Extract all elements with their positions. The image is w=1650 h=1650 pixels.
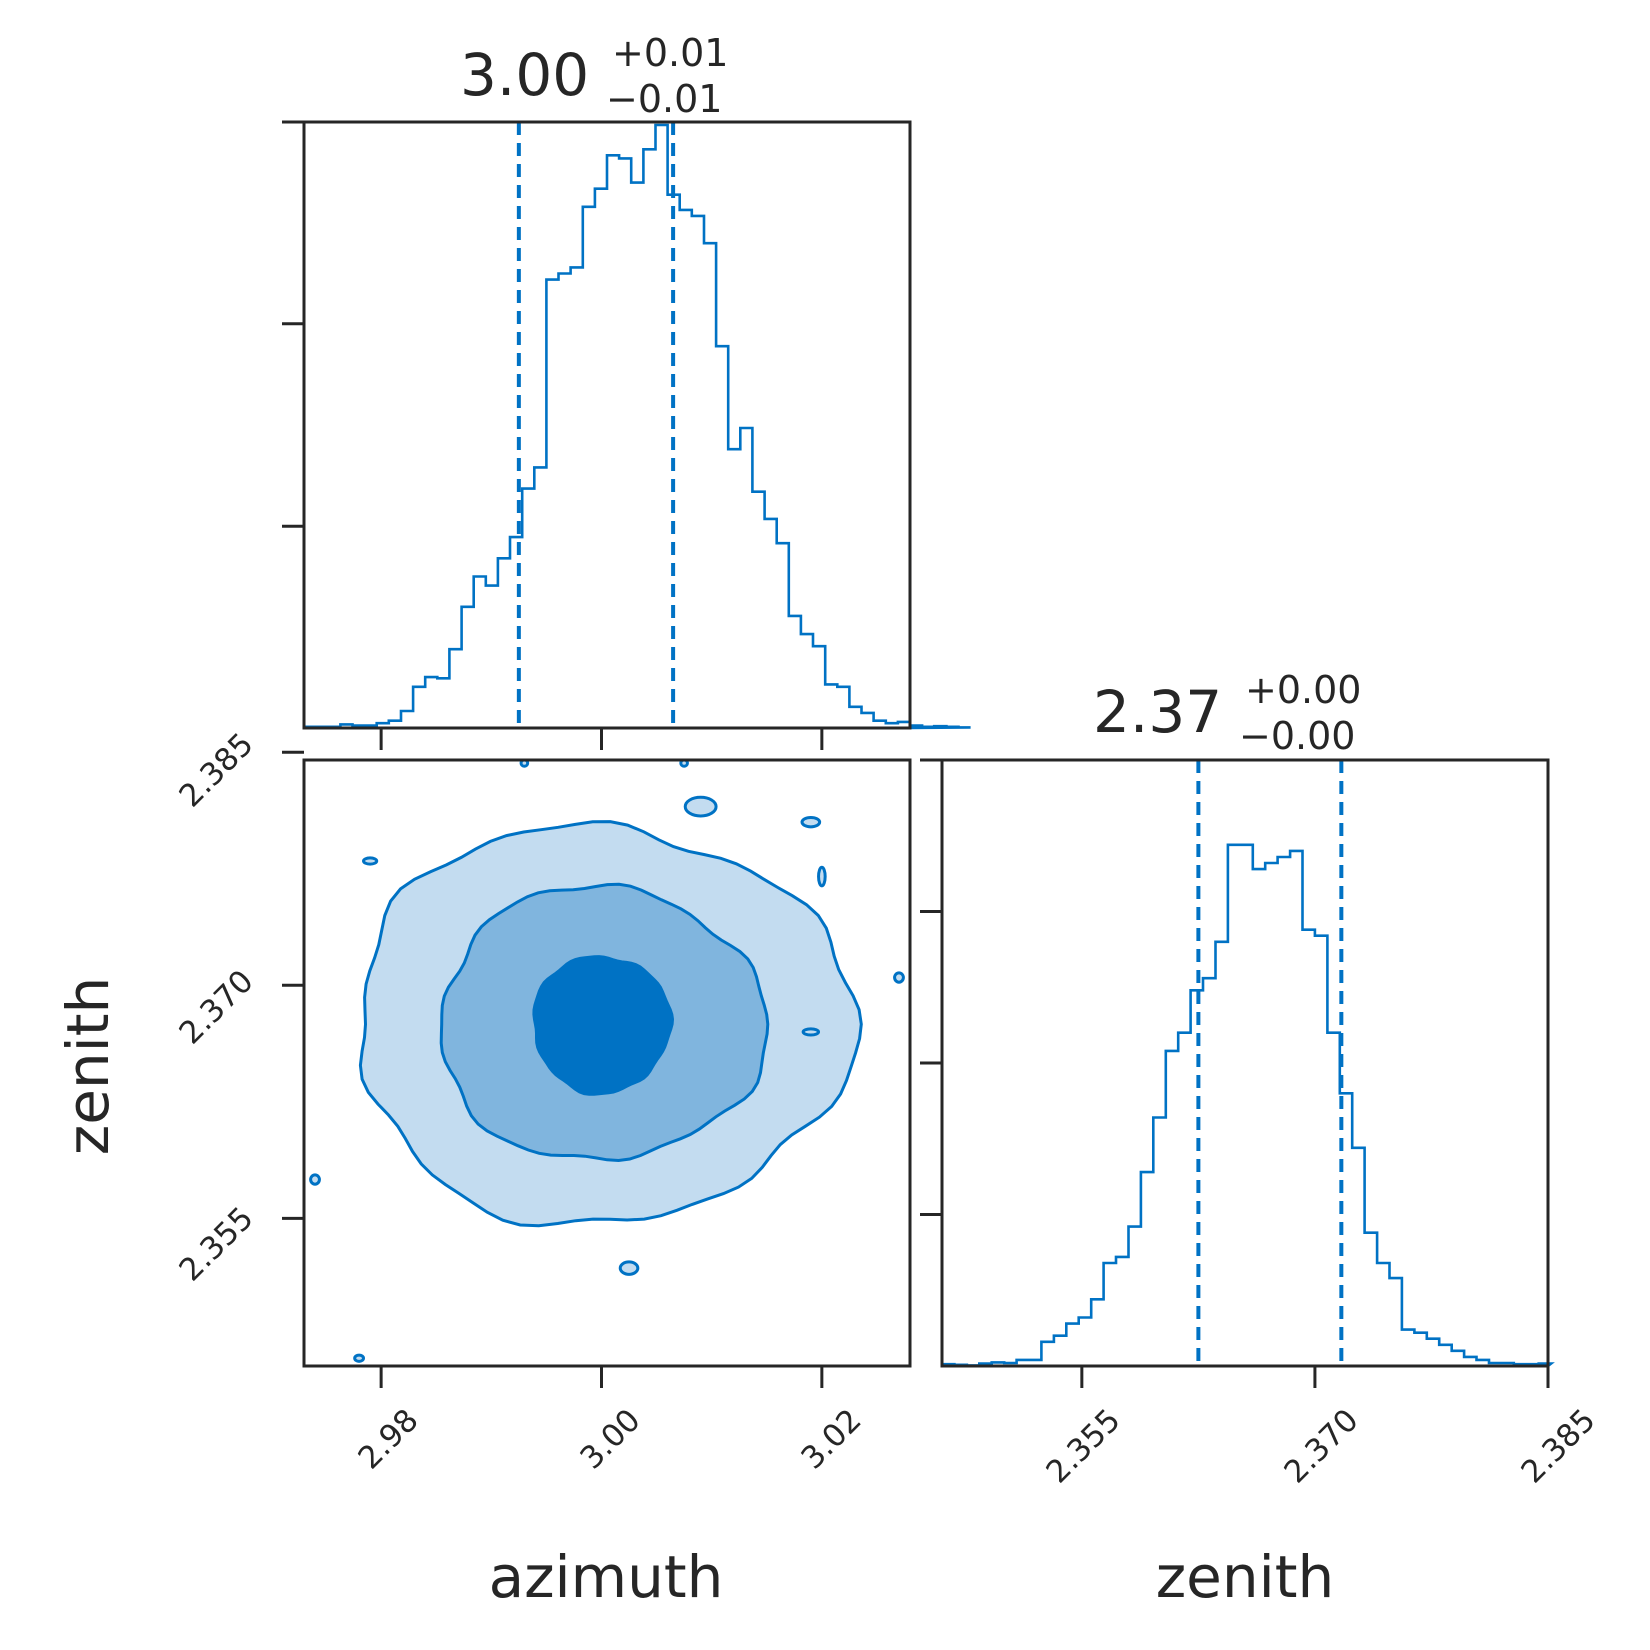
contour-outlier bbox=[683, 795, 718, 818]
azimuth-title-minus: −0.01 bbox=[606, 77, 722, 121]
zenith-tick-label: 2.355 bbox=[1039, 1402, 1127, 1490]
zenith-histogram-step bbox=[940, 843, 1555, 1368]
zenith-tick-label: 2.370 bbox=[1277, 1402, 1365, 1490]
contour-outlier bbox=[361, 856, 379, 866]
azimuth-axis-label: azimuth bbox=[489, 1543, 724, 1611]
contour-outlier bbox=[618, 1260, 640, 1276]
contour-outlier bbox=[800, 815, 822, 829]
plot-lines bbox=[302, 122, 1555, 1368]
azimuth-histogram-step bbox=[302, 123, 971, 730]
contour-axes-frame bbox=[302, 758, 912, 1368]
azimuth-tick-label: 3.00 bbox=[573, 1402, 647, 1476]
contour-outlier bbox=[801, 1027, 821, 1037]
zenith-axis-label-left: zenith bbox=[54, 977, 122, 1156]
contour-outlier bbox=[519, 760, 530, 768]
zenith-title-plus: +0.00 bbox=[1245, 668, 1361, 712]
azimuth-axes-frame bbox=[302, 120, 912, 730]
azimuth-title-plus: +0.01 bbox=[612, 31, 728, 75]
contour-outlier bbox=[817, 865, 827, 888]
contour-level-3 bbox=[532, 955, 675, 1096]
zenith-y-tick-label: 2.385 bbox=[172, 726, 260, 814]
azimuth-title-value: 3.00 bbox=[460, 41, 589, 109]
contour-outlier bbox=[309, 1173, 321, 1186]
contour-outlier bbox=[353, 1353, 365, 1363]
zenith-tick-label: 2.385 bbox=[1514, 1402, 1602, 1490]
contour-outlier bbox=[679, 760, 689, 768]
contour-fills bbox=[304, 760, 910, 1366]
zenith-title-minus: −0.00 bbox=[1239, 714, 1355, 758]
zenith-axes-frame bbox=[940, 758, 1550, 1368]
contour-outlier bbox=[893, 971, 905, 984]
axes bbox=[282, 120, 1550, 1388]
zenith-y-tick-label: 2.370 bbox=[172, 963, 260, 1051]
azimuth-tick-label: 2.98 bbox=[351, 1402, 425, 1476]
zenith-axis-label-bottom: zenith bbox=[1156, 1543, 1335, 1611]
zenith-y-tick-label: 2.355 bbox=[172, 1200, 260, 1288]
azimuth-tick-label: 3.02 bbox=[794, 1402, 868, 1476]
zenith-title-value: 2.37 bbox=[1093, 678, 1222, 746]
